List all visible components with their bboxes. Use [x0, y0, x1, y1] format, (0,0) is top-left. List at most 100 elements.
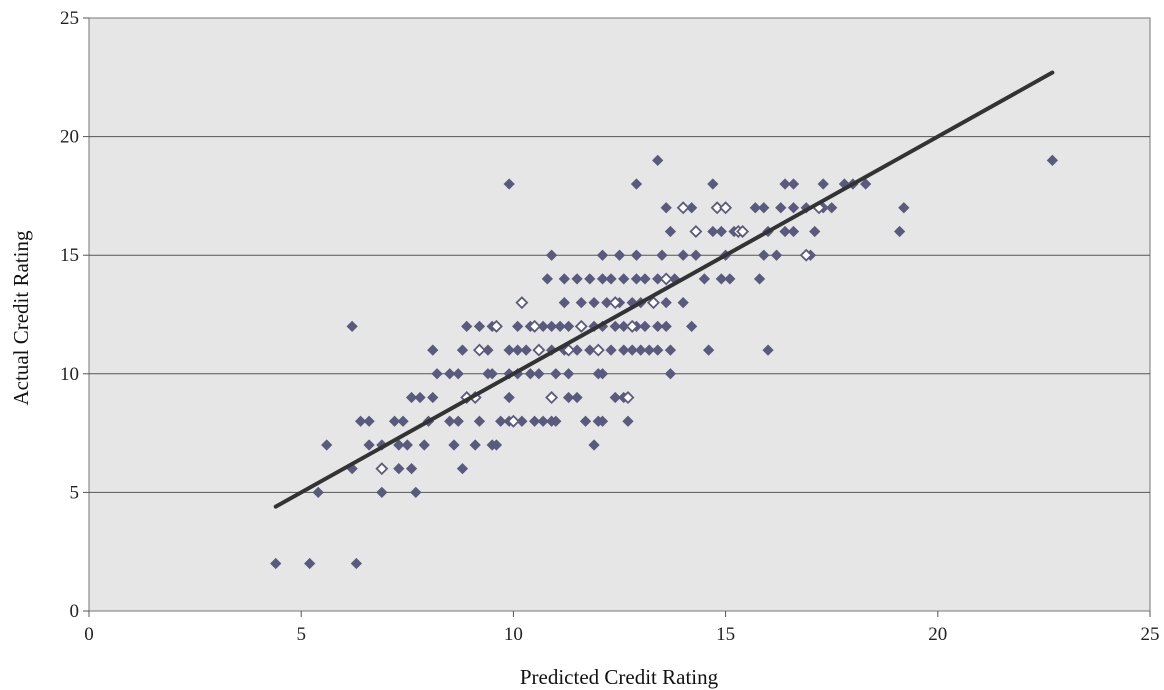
data-point — [558, 297, 570, 309]
data-point — [388, 415, 401, 427]
data-point — [898, 202, 910, 214]
data-point — [787, 225, 800, 238]
data-point — [605, 344, 617, 356]
data-point — [363, 415, 375, 427]
data-point-open — [489, 319, 503, 333]
data-point — [643, 344, 655, 356]
x-tick-label: 15 — [716, 624, 735, 645]
data-point-open — [506, 414, 520, 428]
data-point — [596, 249, 609, 261]
data-point — [512, 320, 524, 332]
data-point — [393, 439, 405, 451]
data-point — [626, 344, 638, 356]
data-point — [660, 297, 672, 309]
data-point-open — [574, 319, 588, 333]
data-point — [562, 391, 575, 404]
data-point — [524, 368, 537, 380]
data-point — [550, 415, 562, 427]
data-point — [618, 344, 630, 356]
data-point-open — [515, 296, 529, 310]
data-point — [702, 344, 715, 356]
data-point — [609, 320, 621, 332]
data-point — [715, 273, 727, 285]
x-tick-label: 10 — [504, 624, 523, 645]
data-point — [579, 415, 592, 427]
data-point — [664, 225, 677, 238]
data-point — [503, 178, 515, 190]
data-point — [545, 249, 558, 261]
data-point — [397, 415, 409, 427]
x-tick-label: 20 — [928, 624, 947, 645]
data-point — [482, 344, 494, 356]
data-point — [779, 225, 791, 238]
data-point — [817, 178, 829, 190]
data-point — [571, 391, 583, 404]
data-point-open — [676, 201, 690, 215]
data-point — [495, 415, 507, 427]
data-point — [698, 273, 711, 285]
data-point — [456, 463, 469, 475]
data-point — [405, 463, 418, 475]
data-point — [639, 320, 651, 332]
x-axis-title: Predicted Credit Rating — [520, 665, 719, 689]
data-point — [775, 202, 787, 214]
data-point — [618, 273, 630, 285]
data-point — [630, 249, 643, 261]
data-point — [779, 178, 791, 190]
data-point — [660, 202, 672, 214]
data-point — [401, 439, 413, 451]
data-point-open — [532, 343, 546, 357]
data-point — [346, 320, 358, 332]
data-point — [652, 344, 664, 356]
data-point — [660, 320, 672, 332]
data-point — [448, 439, 460, 451]
data-point — [707, 178, 719, 190]
data-point-open — [591, 343, 605, 357]
data-point — [787, 202, 800, 214]
data-point — [715, 225, 727, 238]
data-point — [571, 344, 583, 356]
data-point — [431, 368, 443, 380]
data-point — [528, 415, 541, 427]
data-point — [537, 415, 549, 427]
data-point — [558, 273, 570, 285]
data-point — [418, 439, 430, 451]
data-point — [677, 249, 689, 261]
data-point — [321, 439, 333, 451]
data-point-open — [621, 391, 635, 404]
data-point — [304, 557, 316, 570]
data-point-open — [375, 462, 389, 476]
data-point — [571, 273, 583, 285]
data-point — [724, 273, 736, 285]
data-point — [605, 273, 617, 285]
data-point-open — [625, 319, 639, 333]
data-point — [473, 320, 486, 332]
data-point-open — [528, 319, 542, 333]
data-point — [758, 249, 770, 261]
data-point — [350, 557, 362, 570]
data-point — [652, 320, 664, 332]
data-point — [787, 178, 800, 190]
data-point — [613, 249, 626, 261]
data-point — [452, 415, 464, 427]
data-point — [541, 273, 553, 285]
data-point — [753, 273, 766, 285]
data-point-open — [545, 391, 559, 404]
data-point — [656, 249, 668, 261]
data-point — [596, 273, 609, 285]
data-point — [537, 320, 549, 332]
data-point-open — [710, 201, 724, 215]
data-point — [533, 368, 545, 380]
y-tick-label: 20 — [60, 127, 79, 148]
data-point — [393, 463, 405, 475]
data-point — [461, 320, 473, 332]
data-point — [690, 249, 702, 261]
data-point — [575, 297, 587, 309]
data-point — [664, 368, 677, 380]
data-point — [639, 273, 651, 285]
data-point — [490, 439, 503, 451]
trendline — [273, 70, 1055, 509]
data-point — [562, 368, 575, 380]
data-point — [512, 344, 524, 356]
y-tick-label: 5 — [70, 482, 80, 503]
